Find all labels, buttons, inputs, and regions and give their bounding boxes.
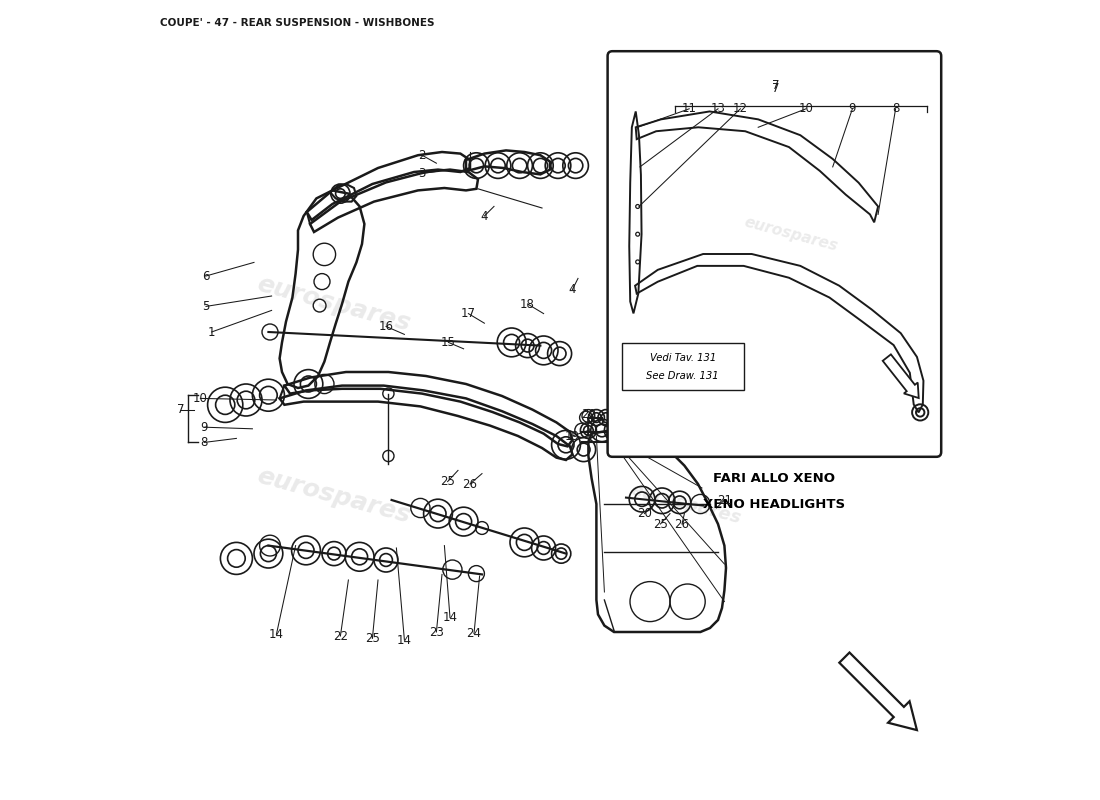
Text: 11: 11 — [682, 102, 696, 115]
Text: 25: 25 — [440, 475, 455, 488]
Text: 25: 25 — [653, 518, 668, 530]
Text: 5: 5 — [202, 300, 210, 313]
Text: 26: 26 — [462, 478, 477, 490]
Bar — [621, 343, 744, 390]
Text: 8: 8 — [892, 102, 900, 115]
FancyArrow shape — [882, 354, 918, 398]
Text: 26: 26 — [674, 518, 690, 530]
Text: 15: 15 — [441, 336, 455, 349]
Text: eurospares: eurospares — [708, 241, 824, 287]
Text: 12: 12 — [733, 102, 748, 115]
Text: 14: 14 — [268, 628, 284, 641]
Text: 2: 2 — [418, 149, 426, 162]
Text: eurospares: eurospares — [254, 272, 414, 336]
FancyBboxPatch shape — [607, 51, 942, 457]
Text: 20: 20 — [581, 408, 596, 421]
Text: eurospares: eurospares — [742, 214, 839, 254]
Text: 24: 24 — [466, 627, 482, 640]
Text: XENO HEADLIGHTS: XENO HEADLIGHTS — [703, 498, 846, 511]
Text: Vedi Tav. 131: Vedi Tav. 131 — [650, 353, 716, 363]
Text: 7: 7 — [772, 79, 779, 92]
Text: 14: 14 — [397, 634, 411, 646]
Text: 13: 13 — [711, 102, 725, 115]
Text: 9: 9 — [849, 102, 856, 115]
Text: 19: 19 — [565, 430, 580, 442]
FancyArrow shape — [839, 653, 917, 730]
Text: 22: 22 — [333, 630, 348, 642]
Text: eurospares: eurospares — [628, 481, 744, 527]
Text: 10: 10 — [192, 392, 208, 405]
Text: 8: 8 — [200, 436, 208, 449]
Text: 4: 4 — [569, 283, 576, 296]
Text: FARI ALLO XENO: FARI ALLO XENO — [714, 472, 835, 485]
Text: 18: 18 — [520, 298, 535, 310]
Text: 17: 17 — [461, 307, 476, 320]
Text: 10: 10 — [799, 102, 813, 115]
Text: 4: 4 — [481, 210, 488, 222]
Text: 16: 16 — [378, 320, 394, 333]
Text: 20: 20 — [637, 507, 652, 520]
Text: eurospares: eurospares — [254, 464, 414, 528]
Text: 14: 14 — [442, 611, 458, 624]
Text: 3: 3 — [418, 167, 426, 180]
Text: 21: 21 — [717, 494, 732, 506]
Text: COUPE' - 47 - REAR SUSPENSION - WISHBONES: COUPE' - 47 - REAR SUSPENSION - WISHBONE… — [160, 18, 434, 27]
Text: 7: 7 — [772, 82, 779, 94]
Text: 7: 7 — [177, 403, 184, 416]
Text: 25: 25 — [365, 632, 380, 645]
Text: 1: 1 — [208, 326, 216, 338]
Text: 9: 9 — [200, 421, 208, 434]
Text: 6: 6 — [202, 270, 210, 282]
Text: See Draw. 131: See Draw. 131 — [647, 370, 719, 381]
Text: 23: 23 — [429, 626, 443, 638]
